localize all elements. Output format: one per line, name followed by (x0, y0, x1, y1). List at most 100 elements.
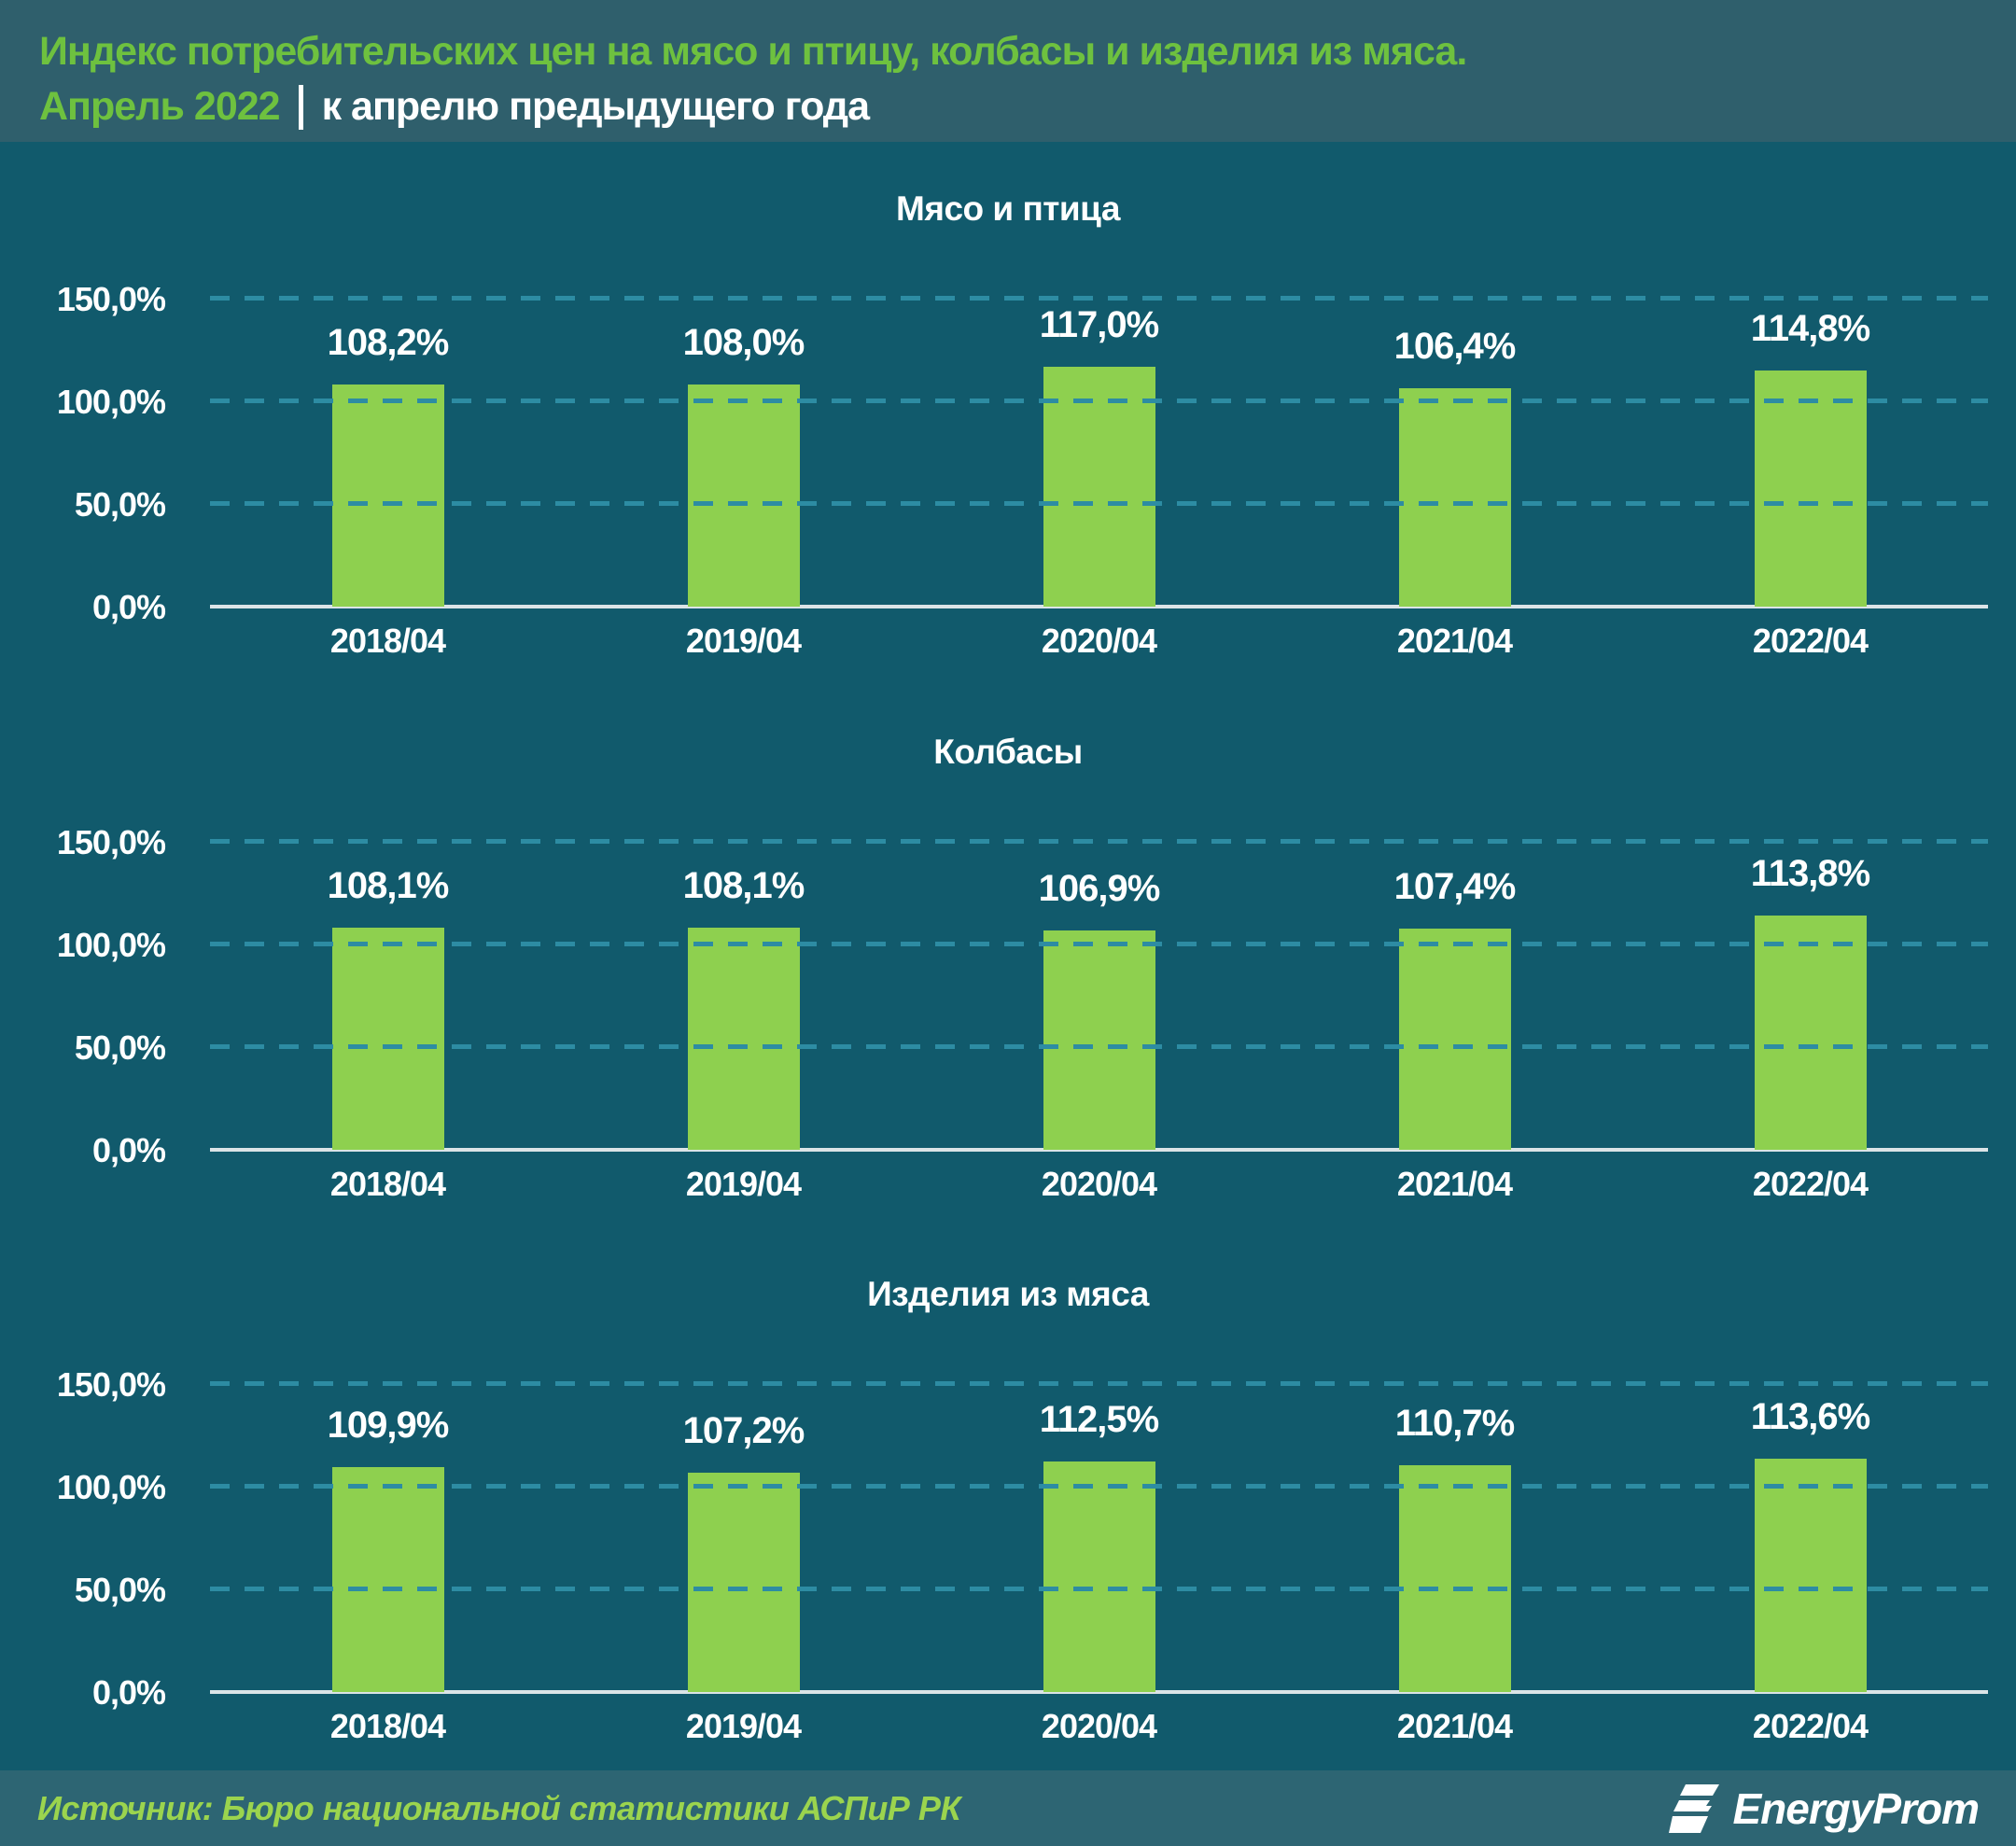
bar-value-label: 114,8% (1750, 308, 1870, 350)
bar-slot: 114,8% (1632, 252, 1988, 607)
x-tick-label: 2022/04 (1752, 1707, 1869, 1746)
gridline (210, 1043, 1988, 1049)
bars-row: 108,2% 108,0% 117,0% 106,4% 114,8% (210, 252, 1988, 607)
x-tick-label: 2018/04 (329, 622, 446, 660)
y-axis-labels: 0,0% 50,0% 100,0% 150,0% (0, 795, 210, 1169)
y-tick-label: 150,0% (56, 280, 166, 318)
bar-slot: 113,6% (1632, 1337, 1988, 1693)
bar-value-label: 108,0% (682, 322, 805, 364)
chart-title-row: Изделия из мяса (0, 1252, 2016, 1337)
bar-value-label: 106,9% (1038, 867, 1161, 909)
gridline (210, 1587, 1988, 1592)
x-axis-labels: 2018/04 2019/04 2020/04 2021/04 2022/04 (0, 622, 2016, 661)
bar (1398, 929, 1511, 1150)
chart-meat-products: Изделия из мяса 0,0% 50,0% 100,0% 150,0% 10… (0, 1227, 2016, 1770)
y-tick-label: 100,0% (56, 925, 166, 964)
bar (331, 1466, 444, 1693)
bar (1043, 930, 1155, 1150)
charts-container: Мясо и птица 0,0% 50,0% 100,0% 150,0% 108,2… (0, 142, 2016, 1770)
x-axis-line (210, 1147, 1988, 1152)
gridline (210, 1381, 1988, 1387)
chart-meat-and-poultry: Мясо и птица 0,0% 50,0% 100,0% 150,0% 108,2… (0, 142, 2016, 685)
y-tick-label: 50,0% (74, 1571, 166, 1610)
plot-area: 108,2% 108,0% 117,0% 106,4% 114,8% (210, 252, 1988, 608)
main-title: Индекс потребительских цен на мясо и пти… (39, 29, 1467, 74)
bar-value-label: 107,2% (682, 1409, 805, 1451)
plot-area: 109,9% 107,2% 112,5% 110,7% 113,6% (210, 1337, 1988, 1695)
y-tick-label: 100,0% (56, 1468, 166, 1507)
y-axis-labels: 0,0% 50,0% 100,0% 150,0% (0, 1337, 210, 1712)
bar (687, 385, 800, 607)
bars-row: 109,9% 107,2% 112,5% 110,7% 113,6% (210, 1337, 1988, 1693)
energyprom-logo-text: EnergyProm (1732, 1783, 1980, 1833)
bar (1754, 371, 1867, 607)
bar-slot: 108,0% (566, 252, 921, 607)
x-tick-label: 2018/04 (329, 1707, 446, 1746)
bar-slot: 109,9% (210, 1337, 566, 1693)
subtitle-row: Апрель 2022 к апрелю предыдущего года (39, 84, 2016, 130)
bar-slot: 113,8% (1632, 795, 1988, 1150)
separator-bar (298, 84, 303, 130)
bar-value-label: 107,4% (1393, 866, 1517, 908)
x-tick-label: 2020/04 (1041, 1164, 1157, 1203)
bar-slot: 107,4% (1277, 795, 1632, 1150)
bar-slot: 112,5% (921, 1337, 1277, 1693)
gridline (210, 296, 1988, 301)
x-tick-label: 2022/04 (1752, 1164, 1869, 1203)
y-tick-label: 0,0% (91, 1673, 166, 1713)
bar-value-label: 113,6% (1750, 1396, 1870, 1438)
bar (1754, 916, 1867, 1150)
x-tick-label: 2022/04 (1752, 622, 1869, 660)
chart-title: Мясо и птица (896, 189, 1120, 228)
x-tick-label: 2021/04 (1396, 1164, 1513, 1203)
energyprom-logo: EnergyProm (1665, 1782, 1980, 1836)
footer: Источник: Бюро национальной статистики А… (0, 1770, 2016, 1846)
x-tick-label: 2020/04 (1041, 622, 1157, 660)
x-tick-label: 2021/04 (1396, 622, 1513, 660)
plot-area: 108,1% 108,1% 106,9% 107,4% 113,8% (210, 795, 1988, 1152)
y-tick-label: 100,0% (56, 383, 166, 421)
gridline (210, 399, 1988, 403)
plot-row: 0,0% 50,0% 100,0% 150,0% 109,9% 107,2% 112,5%… (0, 1337, 2016, 1712)
bar (1043, 366, 1155, 607)
bar-slot: 117,0% (921, 252, 1277, 607)
bar (687, 1472, 800, 1693)
y-tick-label: 0,0% (91, 588, 166, 626)
x-tick-label: 2018/04 (329, 1164, 446, 1203)
bar-value-label: 108,1% (682, 864, 805, 906)
period-label: Апрель 2022 (39, 84, 281, 129)
bar (1043, 1461, 1155, 1693)
x-tick-label: 2020/04 (1041, 1707, 1157, 1746)
x-tick-label: 2019/04 (685, 1164, 802, 1203)
energyprom-logo-icon (1669, 1783, 1720, 1833)
chart-title: Колбасы (933, 732, 1083, 771)
bar (1398, 387, 1511, 607)
bar-slot: 106,4% (1277, 252, 1632, 607)
x-tick-label: 2019/04 (685, 1707, 802, 1746)
x-tick-label: 2021/04 (1396, 1707, 1513, 1746)
plot-row: 0,0% 50,0% 100,0% 150,0% 108,1% 108,1% 106,9%… (0, 795, 2016, 1169)
chart-title: Изделия из мяса (867, 1275, 1149, 1314)
x-tick-label: 2019/04 (685, 622, 802, 660)
bar-slot: 108,1% (566, 795, 921, 1150)
chart-title-row: Мясо и птица (0, 166, 2016, 252)
bar (331, 384, 444, 607)
x-axis-line (210, 1690, 1988, 1695)
gridline (210, 941, 1988, 946)
source-credit: Источник: Бюро национальной статистики А… (37, 1788, 960, 1827)
x-axis-line (210, 605, 1988, 608)
bar-slot: 108,2% (210, 252, 566, 607)
header: Индекс потребительских цен на мясо и пти… (0, 0, 2016, 142)
bar (1754, 1459, 1867, 1693)
bar (331, 927, 444, 1150)
gridline (210, 501, 1988, 506)
bar-value-label: 117,0% (1039, 303, 1159, 345)
bar-value-label: 106,4% (1393, 325, 1517, 367)
bar (687, 927, 800, 1150)
bar-value-label: 112,5% (1039, 1398, 1159, 1440)
y-tick-label: 0,0% (91, 1130, 166, 1169)
x-axis-labels: 2018/04 2019/04 2020/04 2021/04 2022/04 (0, 1707, 2016, 1746)
bar-slot: 106,9% (921, 795, 1277, 1150)
bar-slot: 108,1% (210, 795, 566, 1150)
